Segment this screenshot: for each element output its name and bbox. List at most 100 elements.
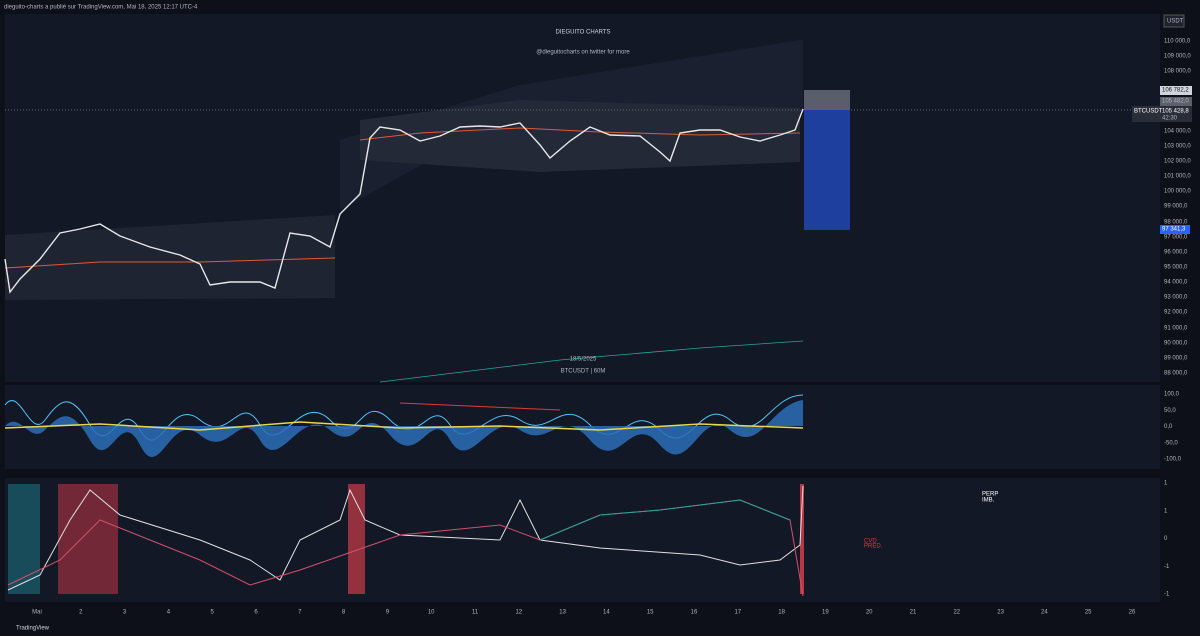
date-label: 19 bbox=[822, 610, 829, 616]
oscillator-label: 100,0 bbox=[1164, 392, 1180, 398]
marker-box bbox=[1132, 106, 1192, 122]
date-label: 18 bbox=[778, 610, 785, 616]
imb-label: IMB. bbox=[982, 498, 995, 504]
price-pane bbox=[5, 14, 1160, 382]
price-label: 94 000,0 bbox=[1164, 280, 1188, 286]
flow-labels: 1 1 0 -1 -1 bbox=[1164, 481, 1170, 598]
oscillator-label: 0,0 bbox=[1164, 424, 1173, 430]
price-label: 97 000,0 bbox=[1164, 235, 1188, 241]
price-label: 108 000,0 bbox=[1164, 69, 1191, 75]
price-label: 89 000,0 bbox=[1164, 356, 1188, 362]
date-label: 13 bbox=[559, 610, 566, 616]
watermark-symbol: BTCUSDT | 60M bbox=[561, 369, 606, 375]
date-label: 17 bbox=[734, 610, 741, 616]
divergence bbox=[399, 402, 561, 411]
marker-countdown: 42:30 bbox=[1162, 116, 1178, 122]
shade bbox=[8, 484, 40, 594]
cvd-pred bbox=[539, 499, 791, 541]
date-label: 24 bbox=[1041, 610, 1048, 616]
marker-low: 97 341,3 bbox=[1162, 227, 1186, 233]
perp-label: PERP bbox=[982, 492, 998, 498]
date-label: 4 bbox=[167, 610, 171, 616]
band bbox=[360, 100, 800, 172]
flow-label: -1 bbox=[1164, 592, 1170, 598]
price-candles bbox=[4, 108, 804, 294]
position-stop bbox=[804, 90, 850, 110]
marker-box bbox=[1160, 97, 1192, 106]
date-label: 23 bbox=[997, 610, 1004, 616]
date-label: 22 bbox=[953, 610, 960, 616]
price-label: 109 000,0 bbox=[1164, 54, 1191, 60]
oscillator-label: -50,0 bbox=[1164, 440, 1178, 446]
currency: USDT bbox=[1167, 19, 1184, 25]
price-label: 100 000,0 bbox=[1164, 189, 1191, 195]
price-label: 104 000,0 bbox=[1164, 129, 1191, 135]
date-label: 12 bbox=[515, 610, 522, 616]
position-target bbox=[804, 110, 850, 230]
marker-box bbox=[1160, 86, 1192, 95]
date-label: 25 bbox=[1085, 610, 1092, 616]
flow-label: -1 bbox=[1164, 564, 1170, 570]
date-label: 11 bbox=[472, 610, 479, 616]
date-label: 8 bbox=[342, 610, 346, 616]
date-label: 5 bbox=[211, 610, 215, 616]
date-label: 2 bbox=[79, 610, 83, 616]
marker-level: 105 482,0 bbox=[1162, 99, 1189, 105]
price-label: 88 000,0 bbox=[1164, 371, 1188, 377]
date-label: 14 bbox=[603, 610, 610, 616]
chart-title: DIEGUITO CHARTS bbox=[555, 30, 610, 36]
ma-line bbox=[379, 340, 804, 383]
shade bbox=[348, 484, 365, 594]
price-label: 110 000,0 bbox=[1164, 39, 1191, 45]
marker-symbol: BTCUSDT bbox=[1134, 109, 1163, 115]
price-label: 101 000,0 bbox=[1164, 174, 1191, 180]
price-label: 93 000,0 bbox=[1164, 295, 1188, 301]
price-label: 92 000,0 bbox=[1164, 310, 1188, 316]
pred-label: PRED. bbox=[864, 544, 883, 550]
date-label: 9 bbox=[386, 610, 390, 616]
mid-line bbox=[4, 257, 336, 269]
date-label: 15 bbox=[647, 610, 654, 616]
price-label: 102 000,0 bbox=[1164, 159, 1191, 165]
price-label: 98 000,0 bbox=[1164, 220, 1188, 226]
price-label: 99 000,0 bbox=[1164, 204, 1188, 210]
mid-line bbox=[359, 127, 801, 141]
band bbox=[5, 215, 335, 300]
date-label: 3 bbox=[123, 610, 127, 616]
date-label: 21 bbox=[910, 610, 917, 616]
price-label: 95 000,0 bbox=[1164, 265, 1188, 271]
flow-line bbox=[7, 485, 804, 591]
marker-box bbox=[1160, 225, 1190, 234]
price-label: 90 000,0 bbox=[1164, 341, 1188, 347]
price-label: 91 000,0 bbox=[1164, 326, 1188, 332]
flow-label: 1 bbox=[1164, 481, 1168, 487]
marker-high: 106 782,2 bbox=[1162, 88, 1189, 94]
currency-box bbox=[1163, 14, 1185, 28]
oscillator-labels: 100,0 50,0 0,0 -50,0 -100,0 bbox=[1164, 392, 1182, 463]
date-label: 6 bbox=[254, 610, 258, 616]
shade bbox=[800, 484, 804, 594]
flow-label: 1 bbox=[1164, 508, 1168, 514]
oscillator-label: 50,0 bbox=[1164, 408, 1176, 414]
date-label: 20 bbox=[866, 610, 873, 616]
flow-pane bbox=[5, 478, 1160, 602]
signal-line bbox=[4, 421, 804, 431]
date-label: 26 bbox=[1129, 610, 1136, 616]
band bbox=[340, 40, 803, 210]
price-label: 96 000,0 bbox=[1164, 250, 1188, 256]
time-labels: Mai 2 3 4 5 6 7 8 9 10 11 12 13 14 15 16 17 18 19 20 21 22 23 2… bbox=[32, 610, 1136, 616]
footer-brand: TradingView bbox=[16, 626, 50, 632]
marker-last: 105 428,8 bbox=[1162, 109, 1189, 115]
oscillator-label: -100,0 bbox=[1164, 457, 1182, 463]
price-labels: 110 000,0 109 000,0 108 000,0 104 000,0 103 … bbox=[1164, 39, 1191, 377]
publisher: dieguito-charts a publié sur TradingView… bbox=[4, 5, 198, 11]
shade bbox=[58, 484, 118, 594]
cvd-label: CVD bbox=[864, 539, 877, 545]
price-label: 103 000,0 bbox=[1164, 144, 1191, 150]
date-label: 7 bbox=[298, 610, 302, 616]
flow-label: 0 bbox=[1164, 536, 1168, 542]
date-label: Mai bbox=[32, 610, 42, 616]
watermark-date: 18/5/2025 bbox=[570, 357, 597, 363]
date-label: 16 bbox=[691, 610, 698, 616]
